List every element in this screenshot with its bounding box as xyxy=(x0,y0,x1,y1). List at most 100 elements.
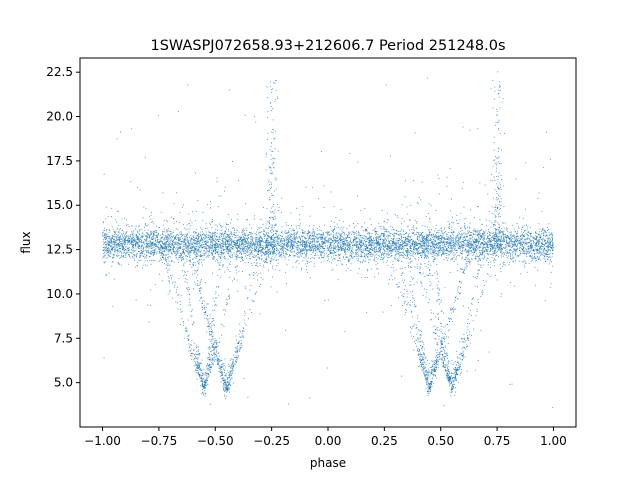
data-point xyxy=(494,245,496,247)
data-point xyxy=(516,248,518,250)
data-point xyxy=(358,232,360,234)
data-point xyxy=(461,233,463,235)
data-point xyxy=(330,246,332,248)
data-point xyxy=(391,245,393,247)
data-point xyxy=(363,243,365,245)
data-point xyxy=(222,264,224,265)
data-point xyxy=(412,226,414,228)
data-point xyxy=(478,245,480,247)
data-point xyxy=(237,237,239,239)
data-point xyxy=(165,267,167,269)
data-point xyxy=(355,255,357,257)
data-point xyxy=(166,235,168,237)
data-point xyxy=(137,243,139,245)
data-point xyxy=(196,234,198,236)
data-point xyxy=(146,236,148,238)
data-point xyxy=(470,261,471,263)
data-point xyxy=(330,233,332,235)
data-point xyxy=(321,238,323,240)
data-point xyxy=(166,247,168,249)
data-point xyxy=(251,244,253,246)
data-point xyxy=(535,239,537,240)
data-point xyxy=(221,253,223,254)
data-point xyxy=(149,245,151,247)
data-point xyxy=(300,244,302,245)
data-point xyxy=(386,259,388,261)
data-point xyxy=(471,243,473,245)
data-point xyxy=(160,244,161,246)
data-point xyxy=(528,250,530,252)
data-point xyxy=(511,258,513,260)
data-point xyxy=(217,245,219,247)
data-point xyxy=(462,244,464,246)
data-point xyxy=(273,240,275,241)
data-point xyxy=(143,249,145,251)
data-point xyxy=(522,235,524,237)
data-point xyxy=(328,239,330,241)
data-point xyxy=(539,250,541,252)
data-point xyxy=(451,257,453,259)
scatter-points xyxy=(102,71,554,408)
data-point xyxy=(430,238,431,239)
data-point xyxy=(395,243,396,245)
data-point xyxy=(414,246,416,247)
data-point xyxy=(108,237,110,239)
data-point xyxy=(231,246,233,248)
data-point xyxy=(274,209,276,211)
data-point xyxy=(160,255,162,257)
data-point xyxy=(254,237,256,239)
data-point xyxy=(473,248,475,250)
data-point xyxy=(246,248,247,250)
data-point xyxy=(343,238,345,240)
data-point xyxy=(520,243,522,245)
data-point xyxy=(450,259,452,261)
data-point xyxy=(252,244,254,246)
data-point xyxy=(320,245,322,247)
data-point xyxy=(132,239,134,240)
data-point xyxy=(392,260,394,262)
data-point xyxy=(164,259,166,261)
data-point xyxy=(414,244,416,246)
data-point xyxy=(474,238,475,240)
data-point xyxy=(116,246,118,248)
data-point xyxy=(549,256,551,258)
data-point xyxy=(210,240,212,242)
data-point xyxy=(146,251,148,253)
data-point xyxy=(473,249,475,251)
data-point xyxy=(296,256,298,258)
data-point xyxy=(439,251,441,253)
data-point xyxy=(499,245,501,247)
data-point xyxy=(197,235,199,237)
data-point xyxy=(120,264,122,266)
data-point xyxy=(486,232,488,234)
data-point xyxy=(258,253,260,255)
data-point xyxy=(208,231,210,233)
data-point xyxy=(430,248,432,250)
data-point xyxy=(353,233,355,235)
data-point xyxy=(104,246,106,248)
data-point xyxy=(389,251,391,253)
data-point xyxy=(552,241,554,243)
data-point xyxy=(437,253,439,255)
data-point xyxy=(135,234,137,236)
data-point xyxy=(258,247,260,249)
data-point xyxy=(472,239,474,241)
data-point xyxy=(536,236,538,238)
data-point xyxy=(150,214,152,216)
data-point xyxy=(422,245,424,247)
data-point xyxy=(531,255,533,257)
data-point xyxy=(518,226,519,228)
data-point xyxy=(529,255,531,257)
data-point xyxy=(173,246,175,248)
data-point xyxy=(527,251,529,253)
data-point xyxy=(109,251,111,252)
data-point xyxy=(550,246,551,248)
data-point xyxy=(324,300,326,301)
data-point xyxy=(483,232,485,234)
data-point xyxy=(269,249,270,250)
data-point xyxy=(541,248,542,250)
data-point xyxy=(175,242,177,243)
data-point xyxy=(212,245,214,247)
data-point xyxy=(112,261,113,263)
data-point xyxy=(144,253,146,255)
